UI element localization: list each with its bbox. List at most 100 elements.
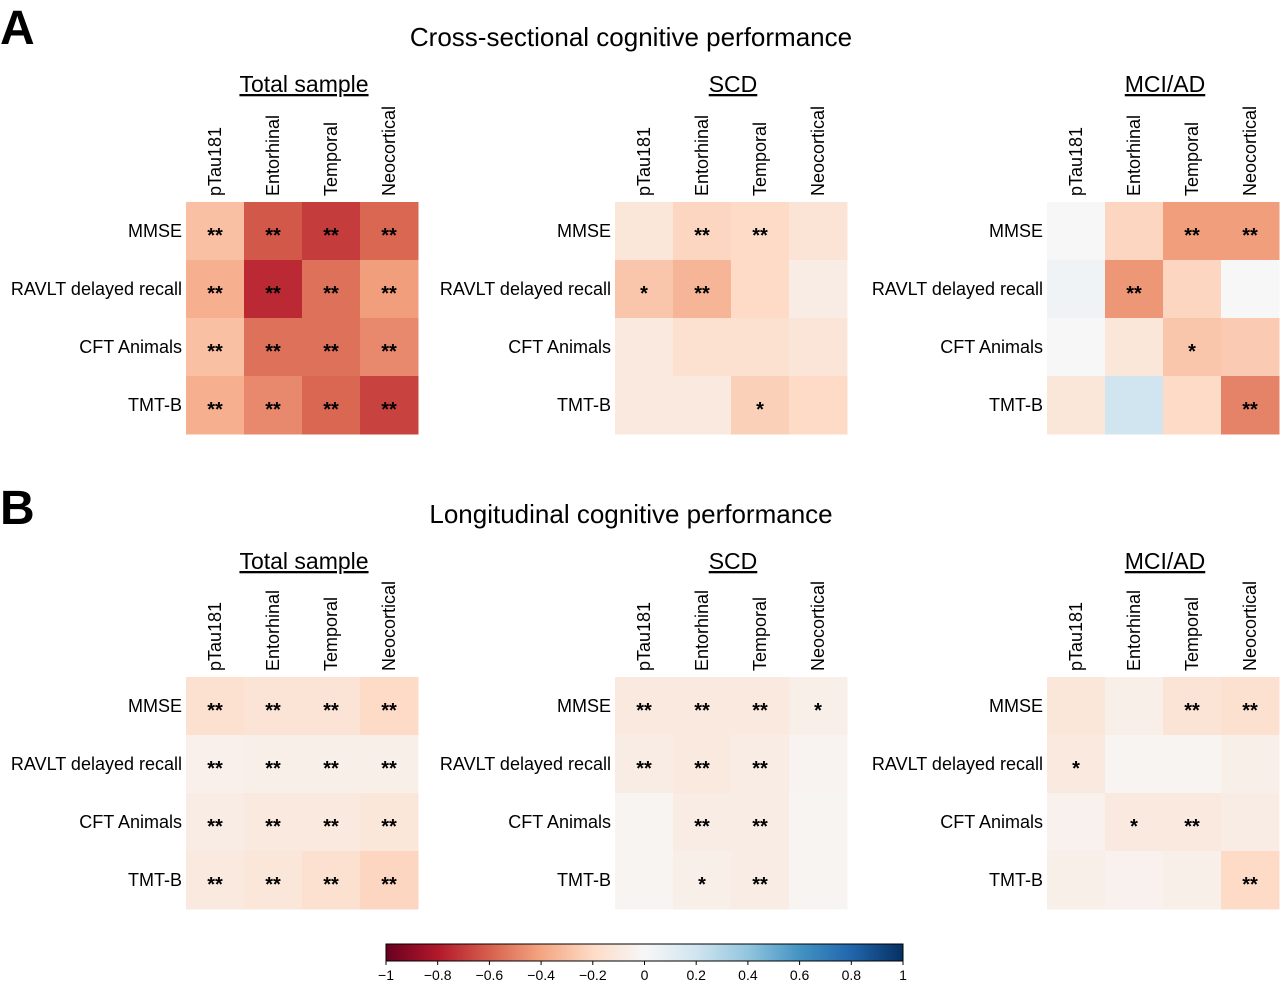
- significance-marker: **: [381, 816, 397, 838]
- heatmap-cell: [615, 735, 674, 794]
- colorbar-tick-label: −1: [378, 967, 394, 983]
- significance-marker: *: [814, 700, 822, 722]
- significance-marker: **: [265, 700, 281, 722]
- row-label: CFT Animals: [79, 812, 182, 832]
- heatmap-cell: [360, 260, 419, 319]
- heatmap-cell: [1163, 677, 1222, 736]
- significance-marker: **: [694, 758, 710, 780]
- heatmap-cell: [244, 376, 303, 435]
- column-label: Entorhinal: [263, 590, 283, 671]
- heatmap-cell: [186, 202, 245, 261]
- significance-marker: **: [752, 700, 768, 722]
- row-label: MMSE: [128, 221, 182, 241]
- significance-marker: **: [752, 758, 768, 780]
- heatmap-cell: [186, 677, 245, 736]
- colorbar-tick-label: 0: [641, 967, 649, 983]
- row-label: RAVLT delayed recall: [440, 279, 611, 299]
- heatmap-cell: [673, 202, 732, 261]
- heatmap-cell: [302, 793, 361, 852]
- column-label: pTau181: [1066, 602, 1086, 671]
- significance-marker: **: [323, 874, 339, 896]
- heatmap-cell: [789, 793, 848, 852]
- row-label: CFT Animals: [940, 812, 1043, 832]
- significance-marker: **: [381, 283, 397, 305]
- colorbar-tick-label: −0.8: [424, 967, 452, 983]
- row-label: RAVLT delayed recall: [872, 279, 1043, 299]
- heatmap-cell: [244, 735, 303, 794]
- significance-marker: **: [694, 283, 710, 305]
- colorbar-tick-label: 1: [899, 967, 907, 983]
- heatmap-cell: [731, 202, 790, 261]
- heatmap-cell: [673, 260, 732, 319]
- heatmap-cell: [731, 677, 790, 736]
- row-label: CFT Animals: [79, 337, 182, 357]
- column-label: Entorhinal: [692, 590, 712, 671]
- column-label: Neocortical: [1240, 106, 1260, 196]
- heatmap-cell: [673, 318, 732, 377]
- heatmap-cell: [360, 202, 419, 261]
- colorbar-tick-label: 0.4: [738, 967, 758, 983]
- section-b: B Longitudinal cognitive performance Total…: [0, 482, 1280, 910]
- heatmap-cell: [1105, 202, 1164, 261]
- heatmap-cell: [244, 318, 303, 377]
- colorbar-tick-label: 0.6: [790, 967, 810, 983]
- significance-marker: **: [207, 816, 223, 838]
- heatmap: MCI/AD pTau181 Entorhinal Temporal Neocortic…: [872, 548, 1280, 910]
- heatmap-cell: [731, 318, 790, 377]
- significance-marker: **: [1242, 874, 1258, 896]
- significance-marker: **: [1184, 816, 1200, 838]
- significance-marker: **: [636, 758, 652, 780]
- heatmap-cell: [1221, 851, 1280, 910]
- significance-marker: **: [323, 225, 339, 247]
- heatmap-cell: [1047, 851, 1106, 910]
- heatmap-cell: [1163, 202, 1222, 261]
- significance-marker: **: [265, 816, 281, 838]
- heatmap-cell: [615, 376, 674, 435]
- heatmap-cell: [1047, 735, 1106, 794]
- column-label: pTau181: [1066, 127, 1086, 196]
- significance-marker: **: [207, 283, 223, 305]
- column-label: Neocortical: [1240, 581, 1260, 671]
- significance-marker: *: [640, 283, 648, 305]
- heatmap-cell: [302, 677, 361, 736]
- colorbar-gradient: [385, 943, 904, 962]
- significance-marker: **: [381, 874, 397, 896]
- heatmap-title: SCD: [709, 548, 758, 574]
- colorbar-tick-label: −0.2: [579, 967, 607, 983]
- significance-marker: **: [207, 225, 223, 247]
- heatmap-cell: [302, 318, 361, 377]
- row-label: TMT-B: [557, 870, 611, 890]
- significance-marker: **: [323, 341, 339, 363]
- significance-marker: **: [752, 874, 768, 896]
- significance-marker: **: [207, 874, 223, 896]
- significance-marker: **: [694, 700, 710, 722]
- column-label: Entorhinal: [1124, 115, 1144, 196]
- heatmap-cell: [1221, 202, 1280, 261]
- heatmap-cell: [1105, 318, 1164, 377]
- heatmap-cell: [789, 851, 848, 910]
- heatmap-cell: [302, 851, 361, 910]
- row-label: RAVLT delayed recall: [440, 754, 611, 774]
- heatmap-cell: [731, 793, 790, 852]
- heatmap-cell: [302, 260, 361, 319]
- panel-letter: B: [0, 482, 35, 535]
- heatmap-cell: [1047, 793, 1106, 852]
- significance-marker: **: [1126, 283, 1142, 305]
- heatmap-cell: [360, 793, 419, 852]
- column-label: Temporal: [1182, 597, 1202, 671]
- heatmap-cell: [1163, 851, 1222, 910]
- significance-marker: **: [207, 341, 223, 363]
- significance-marker: **: [323, 399, 339, 421]
- heatmap-cell: [615, 318, 674, 377]
- row-label: MMSE: [128, 696, 182, 716]
- heatmap-cell: [360, 851, 419, 910]
- heatmap-cell: [615, 202, 674, 261]
- row-label: MMSE: [989, 221, 1043, 241]
- heatmap-cell: [186, 260, 245, 319]
- heatmap-cell: [1105, 677, 1164, 736]
- significance-marker: **: [265, 399, 281, 421]
- row-label: MMSE: [557, 696, 611, 716]
- heatmap-cell: [1221, 318, 1280, 377]
- column-label: Temporal: [750, 122, 770, 196]
